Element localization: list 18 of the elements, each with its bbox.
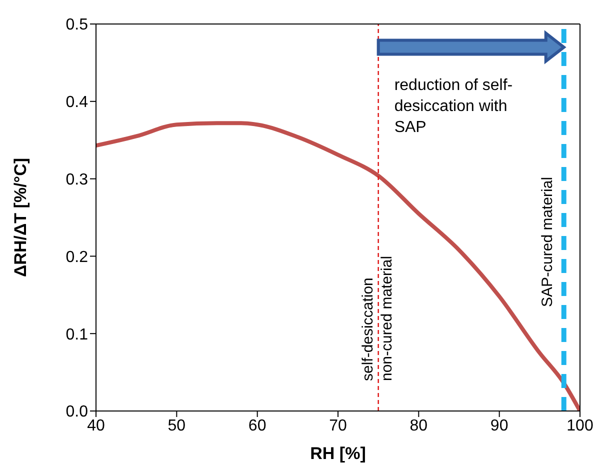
ref-line-label: self-desiccation non-cured material xyxy=(359,256,396,381)
x-tick-label: 50 xyxy=(168,417,186,434)
x-tick-label: 80 xyxy=(410,417,428,434)
x-tick-label: 70 xyxy=(329,417,347,434)
x-tick-label: 100 xyxy=(566,417,594,434)
y-tick-label: 0.0 xyxy=(66,404,88,421)
x-tick-label: 60 xyxy=(248,417,266,434)
ref-line-label: SAP-cured material xyxy=(538,176,556,307)
x-tick-label: 90 xyxy=(490,417,508,434)
y-tick-label: 0.3 xyxy=(66,171,88,188)
y-tick-label: 0.1 xyxy=(66,326,88,344)
y-tick-label: 0.5 xyxy=(66,16,88,34)
annotation: reduction of self-desiccation with SAP xyxy=(394,76,514,138)
y-tick-label: 0.2 xyxy=(66,248,88,266)
x-axis-title: RH [%] xyxy=(310,444,366,463)
y-tick-label: 0.4 xyxy=(66,94,88,112)
x-tick-label: 40 xyxy=(87,417,105,434)
y-axis-title: ΔRH/ΔT [%/°C] xyxy=(11,158,30,278)
